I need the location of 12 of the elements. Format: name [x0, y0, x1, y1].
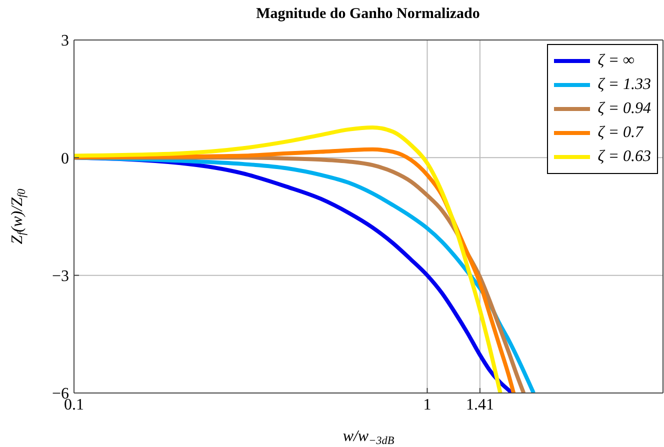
y-tick-label: 0 — [61, 150, 69, 168]
y-tick-label: 3 — [61, 32, 69, 50]
chart-title: Magnitude do Ganho Normalizado — [256, 6, 480, 22]
legend-label: ζ = 0.63 — [598, 148, 651, 166]
x-tick-label: 1.41 — [466, 396, 494, 414]
y-tick-label: −3 — [52, 268, 69, 286]
x-tick-label: 1 — [423, 396, 432, 414]
x-axis-title: w/w$_{−3dB}$ — [342, 428, 394, 447]
legend-label: ζ = 0.7 — [598, 124, 643, 142]
legend-label: ζ = 0.94 — [598, 100, 651, 118]
legend-label: ζ = ∞ — [598, 52, 634, 70]
legend-label: ζ = 1.33 — [598, 76, 651, 94]
